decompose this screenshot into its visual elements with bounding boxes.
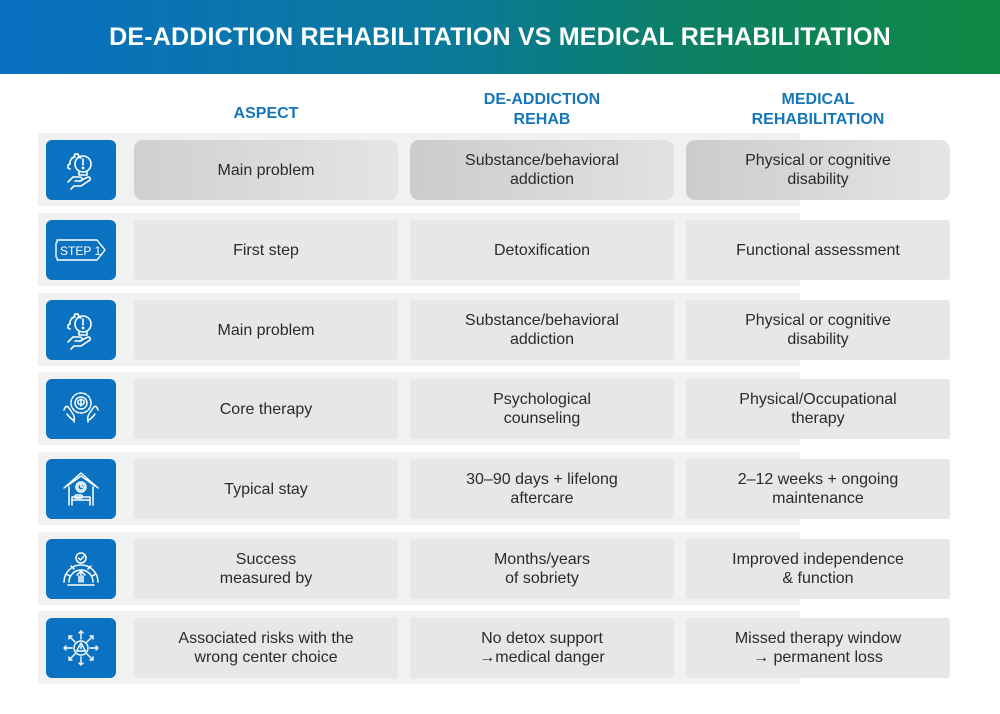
table-row: Associated risks with the wrong center c… [38, 611, 950, 684]
cell-deaddiction: Detoxification [410, 220, 674, 280]
column-header-deaddiction: DE-ADDICTION REHAB [483, 91, 601, 128]
lightbulb-alert-hand-icon [46, 140, 116, 200]
cell-medical: Physical/Occupational therapy [686, 379, 950, 439]
cell-aspect: First step [134, 220, 398, 280]
cell-medical: Missed therapy window → permanent loss [686, 618, 950, 678]
cell-aspect: Success measured by [134, 539, 398, 599]
table-row: Typical stay 30–90 days + lifelong after… [38, 452, 950, 525]
table-row: Main problem Substance/behavioral addict… [38, 133, 950, 206]
cell-aspect: Core therapy [134, 379, 398, 439]
brain-hands-care-icon [46, 379, 116, 439]
cell-deaddiction: Psychological counseling [410, 379, 674, 439]
cell-medical: Improved independence & function [686, 539, 950, 599]
gauge-check-icon [46, 539, 116, 599]
table-row: STEP 1 First step Detoxification Functio… [38, 213, 950, 286]
step-1-tag-icon: STEP 1 [46, 220, 116, 280]
title-banner: DE-ADDICTION REHABILITATION VS MEDICAL R… [0, 0, 1000, 74]
svg-text:STEP 1: STEP 1 [60, 244, 101, 258]
house-clock-bed-icon [46, 459, 116, 519]
cell-aspect: Main problem [134, 140, 398, 200]
page-title: DE-ADDICTION REHABILITATION VS MEDICAL R… [109, 22, 891, 51]
column-header-medical: MEDICAL REHABILITATION [751, 91, 885, 128]
cell-deaddiction: 30–90 days + lifelong aftercare [410, 459, 674, 519]
cell-aspect: Typical stay [134, 459, 398, 519]
cell-medical: Functional assessment [686, 220, 950, 280]
cell-deaddiction: Substance/behavioral addiction [410, 140, 674, 200]
cell-deaddiction: Substance/behavioral addiction [410, 300, 674, 360]
cell-aspect: Main problem [134, 300, 398, 360]
table-row: Main problem Substance/behavioral addict… [38, 293, 950, 366]
cell-medical: Physical or cognitive disability [686, 140, 950, 200]
table-row: Core therapy Psychological counseling Ph… [38, 372, 950, 445]
cell-aspect: Associated risks with the wrong center c… [134, 618, 398, 678]
warning-arrows-icon [46, 618, 116, 678]
cell-deaddiction: Months/years of sobriety [410, 539, 674, 599]
cell-deaddiction: No detox support →medical danger [410, 618, 674, 678]
table-row: Success measured by Months/years of sobr… [38, 532, 950, 605]
cell-medical: 2–12 weeks + ongoing maintenance [686, 459, 950, 519]
lightbulb-alert-hand-icon [46, 300, 116, 360]
cell-medical: Physical or cognitive disability [686, 300, 950, 360]
column-header-aspect: ASPECT [233, 105, 299, 122]
